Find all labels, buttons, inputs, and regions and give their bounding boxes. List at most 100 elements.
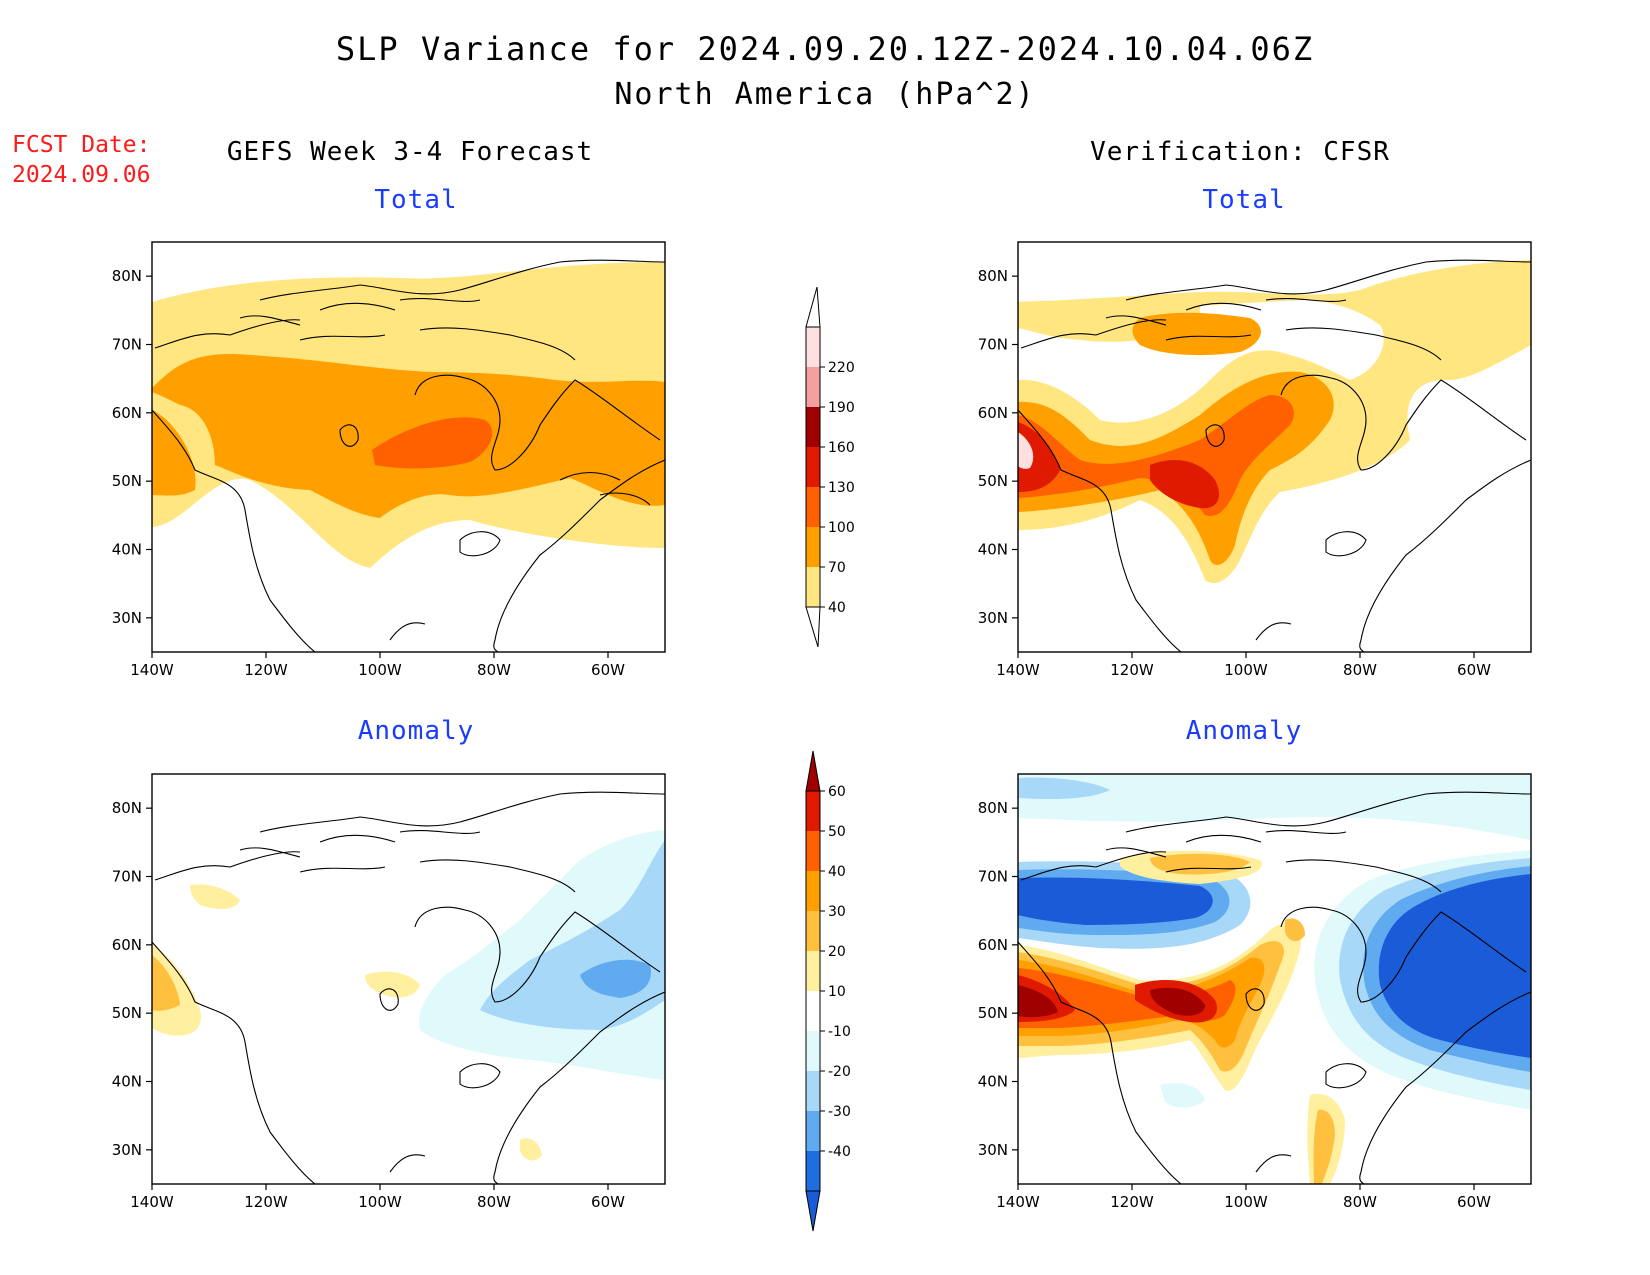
shade-70-100 bbox=[1132, 312, 1261, 356]
colorbar-total-segment bbox=[806, 527, 820, 567]
panel-title-verif-anomaly: Anomaly bbox=[1185, 716, 1303, 746]
shade-30-40-south bbox=[1313, 1109, 1335, 1184]
colorbar-total-upper-extend bbox=[805, 286, 821, 328]
coastline bbox=[1018, 941, 1182, 1184]
colorbar-total-segment bbox=[806, 487, 820, 527]
colorbar-total-label: 100 bbox=[828, 520, 855, 536]
colorbar-anomaly-segment bbox=[806, 951, 820, 991]
shade-160-190 bbox=[1018, 432, 1034, 469]
lat-tick-label: 50N bbox=[112, 1004, 142, 1022]
coastline bbox=[1020, 791, 1531, 881]
colorbar-anomaly-label: 10 bbox=[828, 984, 846, 1000]
colorbar-anomaly-segment bbox=[806, 831, 820, 871]
lon-tick-label: 120W bbox=[244, 1193, 288, 1211]
lon-tick-label: 140W bbox=[996, 1193, 1040, 1211]
colorbar-total-label: 160 bbox=[828, 440, 855, 456]
coastline bbox=[1018, 409, 1182, 652]
colorbar-anomaly-lower-extend bbox=[805, 1190, 821, 1232]
colorbar-anomaly-segment bbox=[806, 1151, 820, 1191]
lat-tick-label: 80N bbox=[112, 267, 142, 285]
lat-tick-label: 30N bbox=[978, 609, 1008, 627]
shade-60-plus-center bbox=[1150, 987, 1205, 1016]
lon-tick-label: 140W bbox=[996, 661, 1040, 679]
figure-subtitle: North America (hPa^2) bbox=[614, 77, 1036, 112]
colorbar-total-segment bbox=[806, 367, 820, 407]
colorbar-total-frame bbox=[805, 326, 821, 608]
lat-tick-label: 30N bbox=[112, 609, 142, 627]
colorbar-anomaly-segment bbox=[806, 1071, 820, 1111]
coastline bbox=[493, 991, 665, 1184]
figure-title: SLP Variance for 2024.09.20.12Z-2024.10.… bbox=[335, 30, 1315, 68]
colorbar-anomaly-label: -40 bbox=[828, 1144, 851, 1160]
verification-column-title: Verification: CFSR bbox=[1090, 137, 1390, 167]
shade-130-160-center bbox=[1150, 460, 1220, 509]
shade-10-20-center bbox=[365, 971, 420, 998]
colorbar-anomaly-segment bbox=[806, 1111, 820, 1151]
shade-10-20-north bbox=[190, 884, 240, 909]
map-panel-forecast-total bbox=[151, 241, 666, 653]
panel-title-fcst-total: Total bbox=[374, 185, 458, 215]
shade-minus20-south bbox=[1160, 1083, 1205, 1108]
lon-tick-label: 120W bbox=[1110, 1193, 1154, 1211]
lat-tick-label: 30N bbox=[978, 1141, 1008, 1159]
coastline bbox=[1020, 259, 1531, 349]
lat-tick-label: 60N bbox=[978, 936, 1008, 954]
colorbar-anomaly-label: -20 bbox=[828, 1064, 851, 1080]
coastline bbox=[154, 791, 665, 881]
shade-100-130 bbox=[372, 417, 493, 469]
lat-tick-label: 40N bbox=[112, 541, 142, 559]
lon-tick-label: 80W bbox=[477, 1193, 511, 1211]
lon-tick-label: 80W bbox=[1343, 661, 1377, 679]
colorbar-anomaly-segment bbox=[806, 1031, 820, 1071]
colorbar-total-segment bbox=[806, 327, 820, 367]
coastline bbox=[239, 298, 576, 361]
shade-20-30-north-east bbox=[1285, 918, 1305, 942]
colorbar-anomaly: 60 50 40 30 20 10 -10 -20 -30 -40 bbox=[805, 750, 851, 1232]
shade-minus10-minus20-north bbox=[1018, 774, 1531, 840]
colorbar-total-label: 70 bbox=[828, 560, 846, 576]
coastline bbox=[1280, 374, 1527, 471]
map-panel-verification-total bbox=[1017, 241, 1532, 653]
coastline bbox=[559, 472, 651, 506]
shade-60-plus-west bbox=[1018, 985, 1058, 1018]
coastline bbox=[239, 830, 576, 893]
lat-tick-label: 60N bbox=[112, 404, 142, 422]
lon-tick-label: 140W bbox=[130, 1193, 174, 1211]
map-panel-verification-anomaly bbox=[1017, 773, 1532, 1185]
colorbar-anomaly-upper-extend bbox=[805, 750, 821, 792]
lon-tick-label: 60W bbox=[591, 1193, 625, 1211]
lon-tick-label: 80W bbox=[1343, 1193, 1377, 1211]
lon-tick-label: 100W bbox=[358, 661, 402, 679]
colorbar-anomaly-label: -10 bbox=[828, 1024, 851, 1040]
axes-layer: 80N 70N 60N 50N 40N 30N 140W 120W 100W 80W 60W 80N 7… bbox=[112, 267, 1491, 1211]
lat-tick-label: 50N bbox=[978, 1004, 1008, 1022]
lat-tick-label: 70N bbox=[112, 336, 142, 354]
lat-tick-label: 30N bbox=[112, 1141, 142, 1159]
lat-tick-label: 80N bbox=[978, 267, 1008, 285]
coastline bbox=[339, 424, 501, 641]
lon-tick-label: 60W bbox=[591, 661, 625, 679]
shade-10-20-south bbox=[520, 1138, 542, 1161]
lon-tick-label: 100W bbox=[1224, 1193, 1268, 1211]
panel-title-fcst-anomaly: Anomaly bbox=[357, 716, 475, 746]
colorbar-total-segment bbox=[806, 447, 820, 487]
coastline bbox=[414, 374, 661, 471]
lon-tick-label: 100W bbox=[1224, 661, 1268, 679]
shade-minus40-west bbox=[1018, 877, 1213, 925]
coastline bbox=[152, 409, 316, 652]
lon-tick-label: 80W bbox=[477, 661, 511, 679]
coastline bbox=[379, 988, 501, 1173]
shade-20-30-north bbox=[1150, 853, 1250, 875]
coastline bbox=[1359, 459, 1531, 652]
lat-tick-label: 80N bbox=[978, 799, 1008, 817]
lon-tick-label: 60W bbox=[1457, 1193, 1491, 1211]
colorbar-anomaly-segment bbox=[806, 791, 820, 831]
panel-title-verif-total: Total bbox=[1202, 185, 1286, 215]
coastline bbox=[1205, 424, 1367, 641]
lat-tick-label: 50N bbox=[112, 472, 142, 490]
lat-tick-label: 40N bbox=[978, 541, 1008, 559]
colorbar-anomaly-segment bbox=[806, 871, 820, 911]
lon-tick-label: 100W bbox=[358, 1193, 402, 1211]
colorbar-total-segment bbox=[806, 407, 820, 447]
colorbar-anomaly-label: 30 bbox=[828, 904, 846, 920]
